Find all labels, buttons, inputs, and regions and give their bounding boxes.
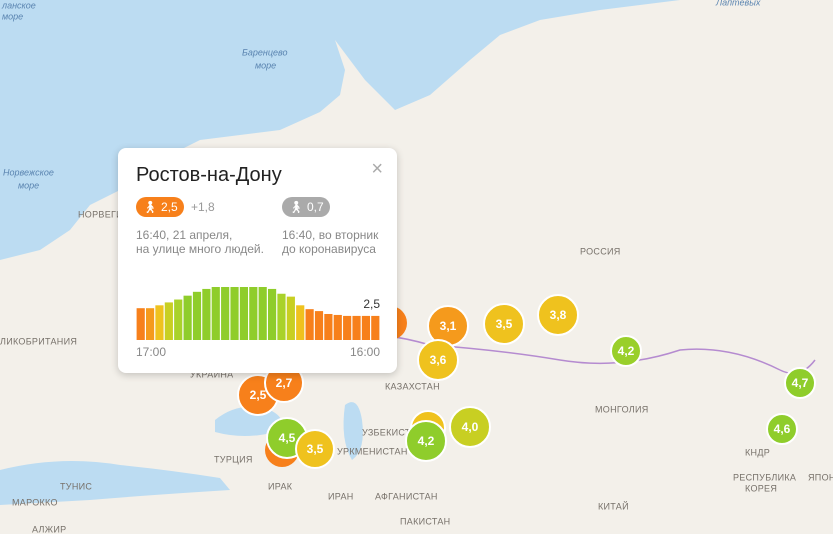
country-label: КИТАЙ (598, 500, 629, 511)
note-line: до коронавируса (282, 242, 376, 256)
bubble-label: 4,5 (279, 431, 296, 445)
mini-bar (174, 299, 183, 340)
bubble (405, 420, 447, 462)
bubble-label: 4,6 (774, 422, 791, 436)
mini-bar (286, 296, 295, 340)
sea-label: море (18, 180, 39, 190)
country-label: ИРАК (268, 481, 293, 491)
mini-bar (249, 287, 258, 340)
mini-chart: 2,5 17:00 16:00 (136, 287, 380, 359)
bubble (295, 429, 335, 469)
country-label: АЛЖИР (32, 524, 66, 534)
bubble (766, 413, 798, 445)
mini-bar (352, 315, 361, 340)
mini-bar (267, 288, 277, 340)
bubble-label: 3,6 (430, 353, 447, 367)
bubble-label: 4,2 (418, 434, 435, 448)
note-line: на улице много людей. (136, 242, 264, 256)
bubble-label: 4,2 (618, 344, 635, 358)
country-label: КАЗАХСТАН (385, 381, 440, 391)
bubble (449, 406, 491, 448)
mini-bar (277, 293, 286, 340)
bubble (784, 367, 816, 399)
bubble (610, 335, 642, 367)
mini-bar (230, 287, 239, 340)
mini-bar (136, 308, 145, 340)
bubble-label: 3,8 (550, 308, 567, 322)
mini-end: 16:00 (350, 345, 380, 359)
mini-bar (183, 295, 192, 340)
bubble (537, 294, 579, 336)
country-label: АФГАНИСТАН (375, 491, 438, 501)
country-label: РЕСПУБЛИКА (733, 472, 796, 482)
country-label: МАРОККО (12, 497, 58, 507)
country-label: ИРАН (328, 491, 354, 501)
country-label: ТУРЦИЯ (214, 454, 253, 464)
country-label: ТУНИС (60, 481, 92, 491)
mini-bar (361, 315, 371, 340)
country-label: УРКМЕНИСТАН (337, 446, 408, 456)
bubble-label: 3,5 (307, 442, 324, 456)
mini-start: 17:00 (136, 345, 166, 359)
sea-label: море (2, 11, 23, 21)
mini-bar (296, 305, 305, 340)
close-button[interactable]: × (371, 158, 383, 180)
country-label: НОРВЕГИЯ (78, 209, 130, 219)
sea-label: Норвежское (3, 167, 54, 177)
popup: Ростов-на-Дону × 🚶︎ 2,5 +1,8 🚶︎ 0,7 16:4… (118, 148, 397, 373)
mini-bar (155, 305, 164, 340)
country-label: РОССИЯ (580, 246, 621, 256)
bubble (417, 339, 459, 381)
country-label: УКРАИНА (190, 369, 233, 379)
mini-bar (192, 291, 202, 340)
sea-label: море (255, 60, 276, 70)
current-note: 16:40, 21 апреля, на улице много людей. (136, 228, 264, 256)
country-label: ЛИКОБРИТАНИЯ (0, 336, 77, 346)
bubble-label: 2,7 (276, 376, 293, 390)
delta: +1,8 (191, 200, 215, 214)
mini-bar (239, 287, 249, 340)
country-label: КОРЕЯ (745, 483, 777, 493)
mini-value-label: 2,5 (363, 297, 380, 311)
mediterranean (0, 461, 230, 505)
baseline-value: 0,7 (306, 200, 324, 214)
mini-bar (333, 314, 342, 340)
sea-label: ланское (1, 0, 36, 10)
country-label: КНДР (745, 447, 770, 457)
current-pill: 🚶︎ 2,5 (136, 197, 184, 217)
bubble-label: 2,5 (250, 388, 267, 402)
mini-bar (211, 287, 220, 340)
bubble-label: 3,1 (440, 319, 457, 333)
caspian-sea (343, 402, 363, 460)
mini-bar (324, 313, 333, 340)
mini-bar (202, 288, 211, 340)
sea-label: Баренцево (242, 47, 287, 57)
bubble-label: 3,5 (496, 317, 513, 331)
country-label: УЗБЕКИСТ (362, 427, 411, 437)
baseline-pill: 🚶︎ 0,7 (282, 197, 330, 217)
baseline-note: 16:40, во вторник до коронавируса (282, 228, 378, 256)
mini-bar (258, 287, 267, 340)
bubble (483, 303, 525, 345)
mini-bar (314, 311, 324, 340)
mini-bar (221, 287, 230, 340)
country-label: ПАКИСТАН (400, 516, 451, 526)
bubble-label: 4,0 (462, 420, 479, 434)
mini-bar (305, 309, 314, 340)
note-line: 16:40, 21 апреля, (136, 228, 233, 242)
mini-bar (145, 308, 155, 340)
popup-title: Ростов-на-Дону (136, 164, 282, 186)
mini-bar (371, 315, 380, 340)
current-value: 2,5 (160, 200, 178, 214)
mini-bar (343, 315, 352, 340)
country-label: ЯПОНИ (808, 472, 833, 482)
mini-bar (164, 302, 173, 340)
bubble-label: 4,7 (792, 376, 809, 390)
country-label: МОНГОЛИЯ (595, 404, 649, 414)
note-line: 16:40, во вторник (282, 228, 379, 242)
sea-label: Лаптевых (715, 0, 761, 7)
